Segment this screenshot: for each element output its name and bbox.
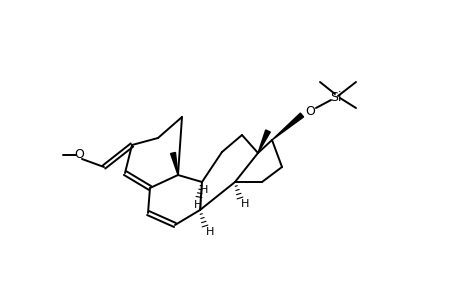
Text: O: O [74,148,84,160]
Polygon shape [257,130,270,153]
Text: H: H [205,227,214,237]
Text: O: O [304,104,314,118]
Polygon shape [271,113,303,140]
Text: H: H [199,185,208,195]
Text: Si: Si [330,91,341,103]
Text: H: H [241,199,249,209]
Polygon shape [170,152,178,175]
Text: H: H [193,200,202,210]
